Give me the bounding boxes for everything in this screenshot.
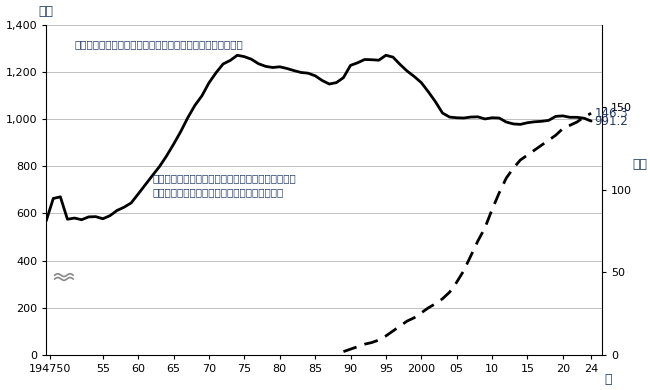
Text: 労働組合員数（単一労働組合）（万人）　　１，２６９．９: 労働組合員数（単一労働組合）（万人） １，２６９．９ xyxy=(75,39,243,49)
Text: 146.3: 146.3 xyxy=(595,107,629,120)
Text: 万人: 万人 xyxy=(39,5,54,18)
Text: 目盛は右（間隔が左目盛と異なることに注意）: 目盛は右（間隔が左目盛と異なることに注意） xyxy=(152,187,283,197)
Text: 万人: 万人 xyxy=(632,158,647,172)
Text: うちパートタイム労働者（単位労働組合）（万人）: うちパートタイム労働者（単位労働組合）（万人） xyxy=(152,173,296,183)
Text: 年: 年 xyxy=(604,373,612,386)
Text: 991.2: 991.2 xyxy=(595,115,629,128)
